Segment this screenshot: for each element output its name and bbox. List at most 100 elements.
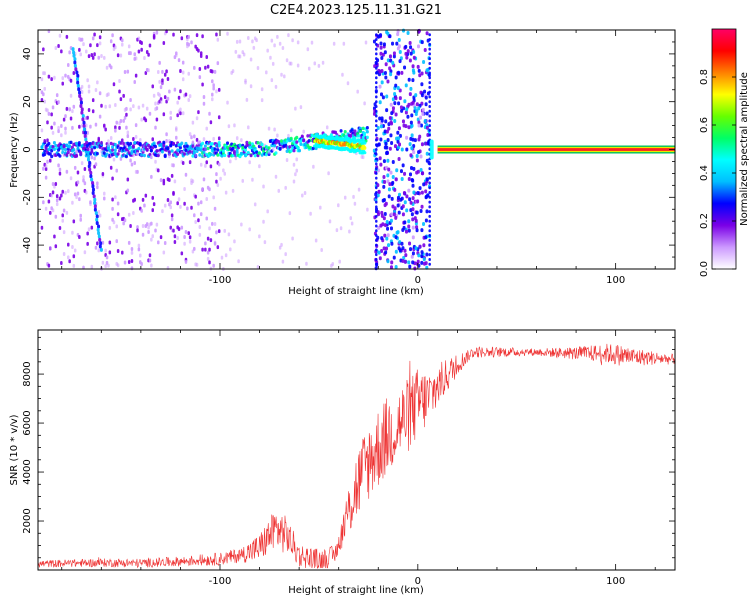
heatmap-cell: [93, 32, 96, 37]
heatmap-cell: [425, 151, 429, 156]
spectrogram-ytick-label: -40: [22, 237, 33, 253]
heatmap-cell: [67, 242, 70, 247]
heatmap-cell: [245, 251, 249, 256]
heatmap-cell: [159, 235, 163, 240]
heatmap-cell: [208, 187, 211, 192]
heatmap-cell: [375, 95, 378, 99]
heatmap-cell: [298, 148, 302, 153]
heatmap-cell: [386, 79, 390, 84]
heatmap-cell: [78, 90, 82, 95]
heatmap-cell: [185, 144, 189, 148]
heatmap-cell: [123, 115, 127, 120]
heatmap-cell: [144, 193, 148, 198]
heatmap-cell: [428, 243, 431, 247]
heatmap-cell: [162, 144, 166, 148]
heatmap-cell: [205, 160, 208, 165]
heatmap-cell: [60, 260, 63, 265]
heatmap-cell: [133, 197, 136, 202]
heatmap-cell: [150, 263, 153, 268]
heatmap-cell: [165, 99, 168, 104]
heatmap-cell: [376, 212, 380, 217]
heatmap-cell: [375, 128, 378, 132]
heatmap-cell: [52, 141, 56, 145]
heatmap-cell: [82, 42, 85, 47]
heatmap-cell: [151, 137, 154, 142]
heatmap-cell: [428, 162, 431, 166]
heatmap-cell: [78, 124, 81, 129]
heatmap-cell: [209, 152, 213, 157]
heatmap-cell: [145, 222, 149, 227]
heatmap-cell: [86, 130, 89, 135]
heatmap-cell: [375, 257, 378, 261]
heatmap-cell: [216, 148, 220, 152]
heatmap-cell: [396, 32, 400, 37]
heatmap-cell: [203, 144, 207, 148]
heatmap-cell: [295, 168, 299, 173]
heatmap-cell: [75, 153, 78, 158]
heatmap-cell: [257, 151, 261, 156]
heatmap-cell: [419, 154, 423, 159]
heatmap-cell: [130, 162, 134, 167]
heatmap-cell: [130, 259, 134, 264]
heatmap-cell: [42, 47, 45, 52]
heatmap-cell: [62, 117, 66, 122]
heatmap-cell: [213, 206, 217, 211]
heatmap-cell: [375, 114, 378, 118]
heatmap-cell: [212, 86, 215, 91]
heatmap-cell: [424, 261, 428, 266]
heatmap-cell: [405, 147, 409, 152]
heatmap-cell: [76, 73, 80, 78]
heatmap-cell: [67, 189, 70, 194]
heatmap-cell: [288, 211, 292, 216]
heatmap-cell: [219, 176, 222, 181]
heatmap-cell: [140, 153, 144, 157]
heatmap-cell: [406, 114, 410, 119]
heatmap-cell: [93, 207, 97, 212]
heatmap-cell: [201, 82, 204, 87]
heatmap-cell: [409, 166, 413, 171]
heatmap-cell: [429, 139, 434, 160]
heatmap-cell: [125, 106, 128, 111]
heatmap-cell: [68, 50, 71, 55]
heatmap-cell: [122, 141, 125, 146]
heatmap-cell: [404, 44, 408, 49]
heatmap-cell: [247, 36, 250, 41]
heatmap-cell: [162, 112, 166, 117]
heatmap-cell: [375, 38, 378, 42]
heatmap-cell: [49, 210, 52, 215]
heatmap-cell: [414, 93, 418, 98]
heatmap-cell: [75, 150, 78, 155]
heatmap-cell: [97, 234, 101, 239]
heatmap-cell: [382, 216, 386, 221]
heatmap-cell: [198, 67, 202, 72]
heatmap-cell: [147, 229, 150, 234]
heatmap-cell: [403, 200, 407, 205]
heatmap-cell: [100, 103, 103, 108]
heatmap-cell: [397, 157, 401, 162]
heatmap-cell: [124, 154, 128, 159]
heatmap-cell: [184, 148, 188, 153]
heatmap-cell: [123, 69, 127, 74]
heatmap-cell: [202, 95, 206, 100]
heatmap-cell: [428, 238, 431, 242]
heatmap-cell: [274, 84, 278, 89]
heatmap-cell: [40, 128, 44, 133]
heatmap-cell: [64, 130, 67, 135]
heatmap-cell: [126, 130, 130, 135]
heatmap-cell: [249, 57, 253, 62]
heatmap-cell: [418, 244, 422, 249]
heatmap-cell: [47, 74, 51, 79]
heatmap-cell: [366, 207, 369, 212]
heatmap-cell: [313, 61, 317, 66]
heatmap-cell: [195, 262, 199, 267]
heatmap-cell: [375, 42, 378, 46]
heatmap-cell: [331, 262, 335, 267]
heatmap-cell: [317, 63, 321, 68]
heatmap-cell: [410, 123, 414, 128]
heatmap-cell: [375, 138, 378, 142]
heatmap-cell: [68, 259, 71, 264]
heatmap-cell: [276, 133, 279, 138]
heatmap-cell: [396, 85, 400, 90]
heatmap-cell: [90, 145, 94, 149]
heatmap-cell: [421, 171, 425, 176]
